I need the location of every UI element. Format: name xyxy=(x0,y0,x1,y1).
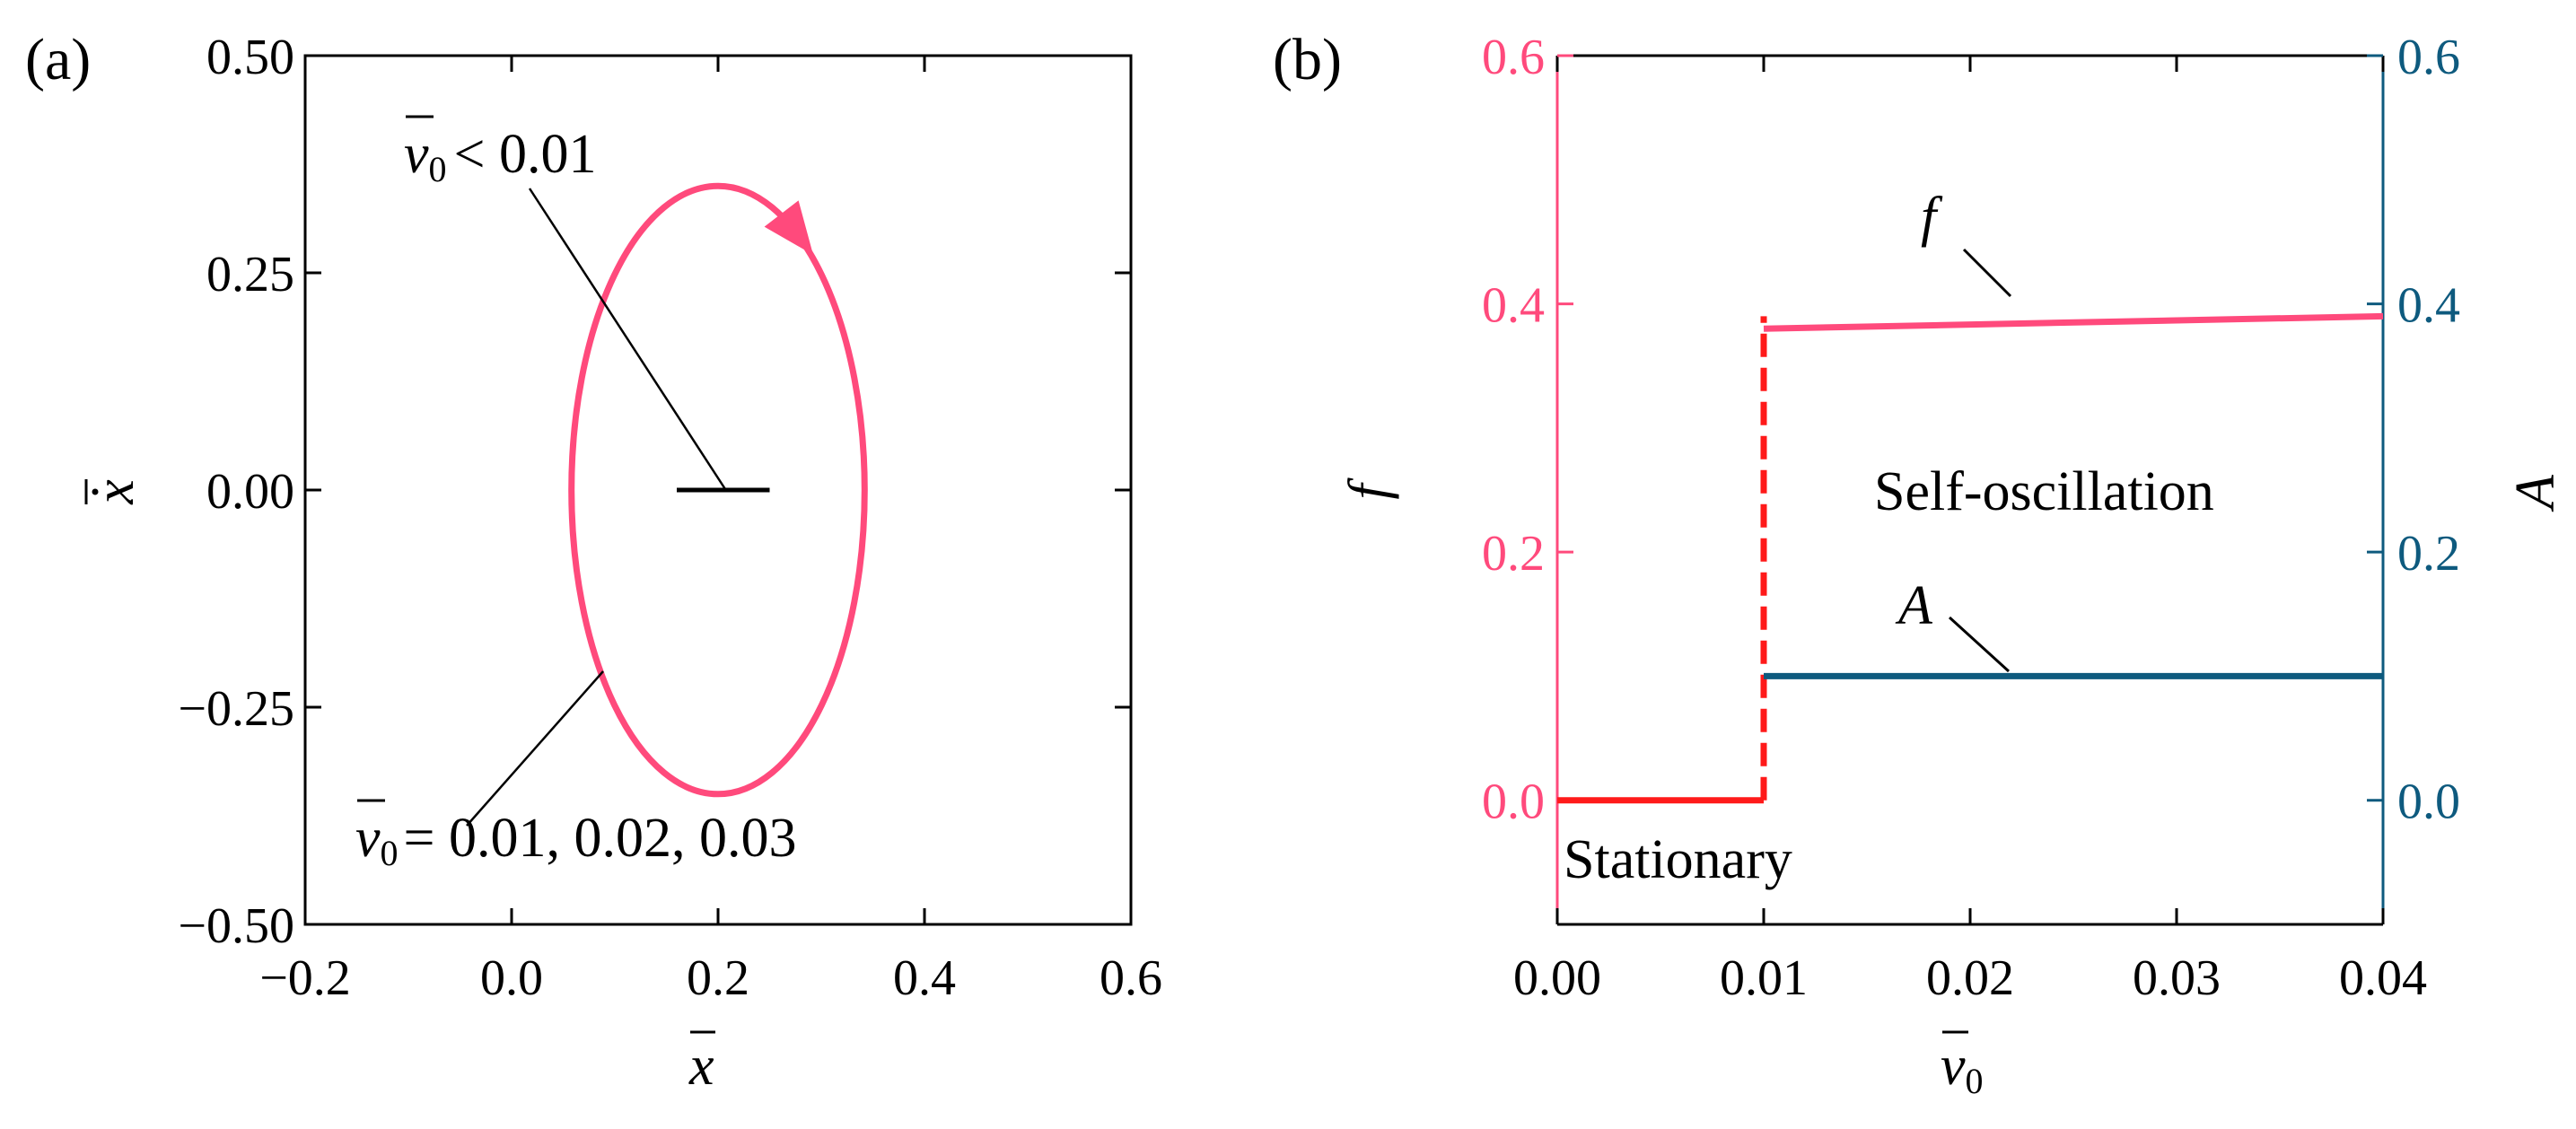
annotation-v0-less: v0 < 0.01 xyxy=(404,115,597,189)
panel-b: (b) 0.00 0.01 0.02 0.03 0.04 0.0 0.2 0.4 0.6 0.… xyxy=(1273,27,2566,1101)
annotation-v0-equal-text: v0= 0.01, 0.02, 0.03 xyxy=(355,808,797,873)
panel-a-x-tick-label: −0.2 xyxy=(259,950,351,1006)
annotation-self-oscillation: Self-oscillation xyxy=(1874,461,2214,522)
leader-line-a xyxy=(1948,616,2011,673)
panel-a: (a) −0.2 0.0 0.2 0.4 0.6 −0.50 −0.25 0.00 0.25 0… xyxy=(25,27,1162,1097)
panel-b-y-tick-label: 0.6 xyxy=(1482,30,1545,85)
limit-cycle-direction-arrow xyxy=(764,200,814,255)
panel-b-x-tick-label: 0.03 xyxy=(2133,950,2221,1006)
panel-b-y2-tick-label: 0.2 xyxy=(2397,526,2460,582)
panel-a-xlabel: x xyxy=(688,1030,715,1097)
panel-a-label: (a) xyxy=(25,27,91,92)
panel-a-ylabel-dot xyxy=(92,488,99,495)
panel-b-y2-tick-label: 0.6 xyxy=(2397,30,2460,85)
panel-a-y-tick-label: 0.50 xyxy=(206,30,294,85)
limit-cycle-ellipse xyxy=(568,182,868,798)
leader-line-f xyxy=(1962,248,2012,298)
panel-a-y-tick-label: −0.50 xyxy=(178,898,294,954)
panel-b-xlabel: v0 xyxy=(1941,1030,1984,1101)
annotation-stationary: Stationary xyxy=(1564,829,1792,890)
panel-b-x-tick-label: 0.01 xyxy=(1720,950,1808,1006)
annotation-v0-equal: v0= 0.01, 0.02, 0.03 xyxy=(355,799,797,873)
panel-a-x-tick-label: 0.4 xyxy=(893,950,956,1006)
panel-a-x-tick-label: 0.2 xyxy=(687,950,749,1006)
panel-a-x-tick-label: 0.0 xyxy=(480,950,543,1006)
panel-b-label: (b) xyxy=(1273,27,1342,92)
panel-b-x-tick-label: 0.00 xyxy=(1513,950,1601,1006)
panel-a-y-tick-label: 0.25 xyxy=(206,247,294,302)
panel-a-xlabel-text: x xyxy=(688,1036,714,1097)
panel-b-x-tick-label: 0.04 xyxy=(2339,950,2427,1006)
panel-b-y2-tick-label: 0.4 xyxy=(2397,278,2460,334)
panel-b-y2label: A xyxy=(2505,474,2566,512)
panel-a-ylabel-text: x xyxy=(84,479,145,505)
annotation-v0-less-text: v0 < 0.01 xyxy=(404,124,597,189)
panel-b-y-tick-label: 0.4 xyxy=(1482,278,1545,334)
panel-b-y-tick-label: 0.2 xyxy=(1482,526,1545,582)
panel-a-x-tick-label: 0.6 xyxy=(1100,950,1162,1006)
f-line xyxy=(1763,312,2384,332)
annotation-a: A xyxy=(1895,575,1933,636)
panel-b-ylabel: f xyxy=(1338,477,1399,500)
annotation-f: f xyxy=(1921,187,1943,248)
leader-line-stationary xyxy=(528,188,727,490)
panel-b-y2-tick-label: 0.0 xyxy=(2397,775,2460,830)
panel-a-y-tick-label: −0.25 xyxy=(178,681,294,737)
panel-b-x-tick-label: 0.02 xyxy=(1926,950,2014,1006)
panel-a-ylabel: x xyxy=(84,479,145,505)
leader-line-limit-cycle xyxy=(466,670,604,827)
panel-b-xlabel-text: v0 xyxy=(1941,1036,1984,1101)
panel-a-y-tick-label: 0.00 xyxy=(206,464,294,520)
panel-b-y-tick-label: 0.0 xyxy=(1482,775,1545,830)
